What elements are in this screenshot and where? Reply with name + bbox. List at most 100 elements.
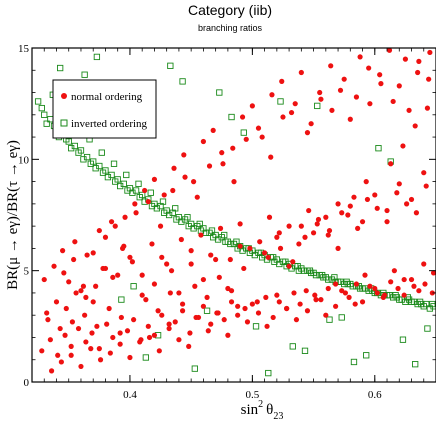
data-point-normal <box>430 270 436 276</box>
data-point-inverted <box>71 142 78 150</box>
data-point-normal <box>139 292 145 298</box>
x-axis-label-sub: 23 <box>273 411 283 422</box>
data-point-normal <box>41 276 47 283</box>
data-point-normal <box>249 103 255 109</box>
data-point-normal <box>146 334 153 341</box>
data-point-normal <box>115 272 121 278</box>
data-point-normal <box>235 303 241 309</box>
data-point-inverted <box>423 300 430 308</box>
data-point-normal <box>208 321 214 327</box>
data-point-normal <box>227 256 233 263</box>
data-point-normal <box>78 288 84 294</box>
data-point-inverted <box>203 307 211 314</box>
data-point-inverted <box>393 294 400 301</box>
chart-subtitle: branching ratios <box>198 23 263 33</box>
data-point-inverted <box>98 149 105 156</box>
data-point-normal <box>57 325 63 332</box>
data-point-normal <box>117 330 123 336</box>
data-point-inverted <box>271 258 278 265</box>
data-point-normal <box>355 225 361 231</box>
data-point-inverted <box>374 289 381 297</box>
data-point-normal <box>247 245 253 251</box>
axis-ticks: 0.4 0.5 0.6 0 5 10 15 <box>18 43 436 401</box>
data-point-inverted <box>325 276 332 283</box>
data-point-normal <box>372 285 378 292</box>
data-point-normal <box>80 283 87 289</box>
legend-marker-inverted <box>60 119 68 127</box>
data-point-normal <box>206 163 213 169</box>
data-point-normal <box>377 72 383 78</box>
data-point-normal <box>426 76 432 82</box>
data-point-inverted <box>300 267 307 274</box>
data-point-inverted <box>83 153 91 161</box>
data-point-normal <box>179 308 186 314</box>
legend-label-inverted: inverted ordering <box>71 118 148 130</box>
data-point-normal <box>353 281 360 287</box>
data-point-normal <box>298 223 304 229</box>
data-point-inverted <box>326 316 333 323</box>
x-axis-label: sin2 θ23 <box>241 399 284 422</box>
data-point-inverted <box>179 78 186 85</box>
data-point-normal <box>243 136 249 142</box>
data-point-inverted <box>228 113 235 121</box>
data-point-normal <box>353 94 360 100</box>
data-point-normal <box>337 87 344 93</box>
data-point-normal <box>284 305 290 312</box>
data-point-normal <box>58 359 64 365</box>
data-point-normal <box>200 303 206 309</box>
data-point-inverted <box>343 278 350 285</box>
data-point-normal <box>310 230 317 236</box>
data-point-normal <box>286 263 292 269</box>
data-point-normal <box>75 325 82 332</box>
data-point-normal <box>286 223 292 229</box>
data-point-normal <box>198 232 204 238</box>
data-point-inverted <box>99 169 107 176</box>
data-point-inverted <box>135 180 142 187</box>
data-point-normal <box>170 187 176 194</box>
data-point-normal <box>406 107 412 113</box>
data-point-inverted <box>165 211 173 219</box>
data-point-inverted <box>93 53 101 61</box>
data-point-normal <box>228 288 235 294</box>
data-point-normal <box>347 116 353 122</box>
legend-marker-normal <box>61 93 67 99</box>
data-point-normal <box>303 288 309 294</box>
legend-box <box>52 79 157 139</box>
data-point-normal <box>325 285 331 292</box>
data-point-inverted <box>129 189 136 196</box>
data-point-normal <box>143 297 149 303</box>
data-point-normal <box>205 328 211 334</box>
data-point-inverted <box>153 205 161 212</box>
data-point-normal <box>215 310 221 316</box>
data-point-normal <box>122 214 128 220</box>
chart-title: Category (iib) <box>188 2 272 18</box>
data-point-normal <box>308 121 314 127</box>
data-point-inverted <box>265 369 272 377</box>
data-point-normal <box>172 319 178 325</box>
data-point-normal <box>372 192 378 198</box>
data-point-normal <box>312 292 318 298</box>
data-point-normal <box>412 123 418 129</box>
data-point-normal <box>204 294 210 300</box>
data-point-inverted <box>429 300 436 308</box>
data-point-normal <box>225 332 231 338</box>
data-point-normal <box>68 352 74 358</box>
data-point-normal <box>48 368 55 374</box>
data-point-normal <box>231 179 237 185</box>
data-point-normal <box>179 301 186 307</box>
data-point-normal <box>268 154 274 160</box>
data-point-normal <box>104 321 110 327</box>
data-point-inverted <box>178 218 185 225</box>
data-point-normal <box>386 48 393 53</box>
data-point-normal <box>166 321 172 327</box>
data-point-inverted <box>301 347 309 354</box>
data-point-normal <box>304 130 311 136</box>
data-point-inverted <box>208 227 216 234</box>
data-point-normal <box>384 207 390 214</box>
data-point-normal <box>118 314 124 321</box>
data-point-normal <box>352 301 358 307</box>
data-point-inverted <box>344 280 352 288</box>
data-point-normal <box>402 56 408 62</box>
data-point-normal <box>323 312 329 318</box>
data-point-normal <box>82 312 88 318</box>
